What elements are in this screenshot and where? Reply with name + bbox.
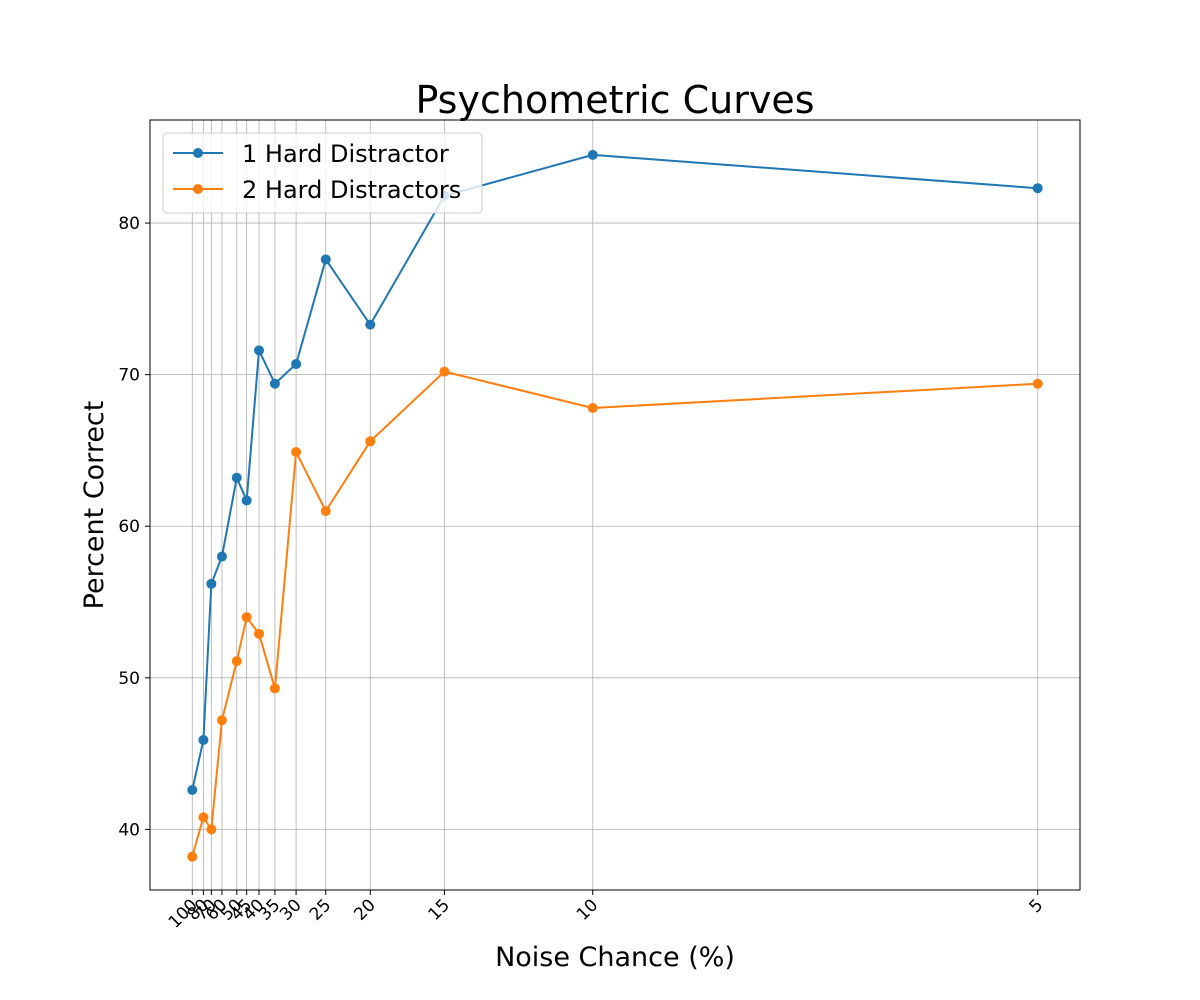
series-2-point — [439, 366, 450, 377]
x-tick-label: 20 — [350, 895, 379, 924]
x-tick-label: 15 — [425, 895, 454, 924]
series-2-point — [187, 851, 198, 862]
series-2-point — [241, 612, 252, 623]
y-tick-label: 50 — [118, 669, 140, 689]
series-1-point — [587, 149, 598, 160]
series-1-point — [216, 551, 227, 562]
grid-lines — [150, 120, 1080, 890]
series-1-point — [254, 345, 265, 356]
legend-label-2-hard-distractors: 2 Hard Distractors — [242, 176, 461, 204]
series-1-point — [320, 254, 331, 265]
series-layer — [187, 149, 1043, 862]
series-1-point — [291, 359, 302, 370]
y-tick-label: 60 — [118, 517, 140, 537]
series-1-point — [365, 319, 376, 330]
series-2-point — [216, 715, 227, 726]
y-tick-label: 80 — [118, 214, 140, 234]
chart-title: Psychometric Curves — [415, 78, 814, 122]
series-2-point — [254, 628, 265, 639]
series-2-point — [1032, 378, 1043, 389]
series-1-point — [269, 378, 280, 389]
x-tick-label: 5 — [1025, 895, 1047, 917]
legend-marker-2-hard-distractors — [193, 184, 203, 194]
series-2-point — [320, 506, 331, 517]
series-1-point — [231, 472, 242, 483]
series-line-1 — [191, 153, 1038, 791]
x-tick-label: 30 — [276, 895, 305, 924]
series-1-point — [198, 734, 209, 745]
x-tick-label: 25 — [306, 895, 335, 924]
series-2-point — [231, 656, 242, 667]
legend-label-1-hard-distractor: 1 Hard Distractor — [242, 140, 449, 168]
x-tick-label: 10 — [573, 895, 602, 924]
series-2-point — [198, 812, 209, 823]
series-2-point — [365, 436, 376, 447]
x-axis-title: Noise Chance (%) — [495, 942, 735, 973]
series-2-point — [291, 446, 302, 457]
y-tick-label: 70 — [118, 366, 140, 386]
series-1-point — [241, 495, 252, 506]
y-tick-label: 40 — [118, 820, 140, 840]
series-1-point — [206, 578, 217, 589]
series-2-point — [206, 824, 217, 835]
plot-frame — [149, 119, 1081, 891]
y-axis-title: Percent Correct — [79, 401, 110, 610]
series-1-point — [187, 784, 198, 795]
series-2-point — [269, 683, 280, 694]
legend-box — [162, 132, 483, 214]
legend: 1 Hard Distractor 2 Hard Distractors — [162, 132, 483, 214]
series-line-2 — [191, 370, 1038, 857]
legend-marker-1-hard-distractor — [193, 148, 203, 158]
series-1-point — [1032, 183, 1043, 194]
series-2-point — [587, 402, 598, 413]
